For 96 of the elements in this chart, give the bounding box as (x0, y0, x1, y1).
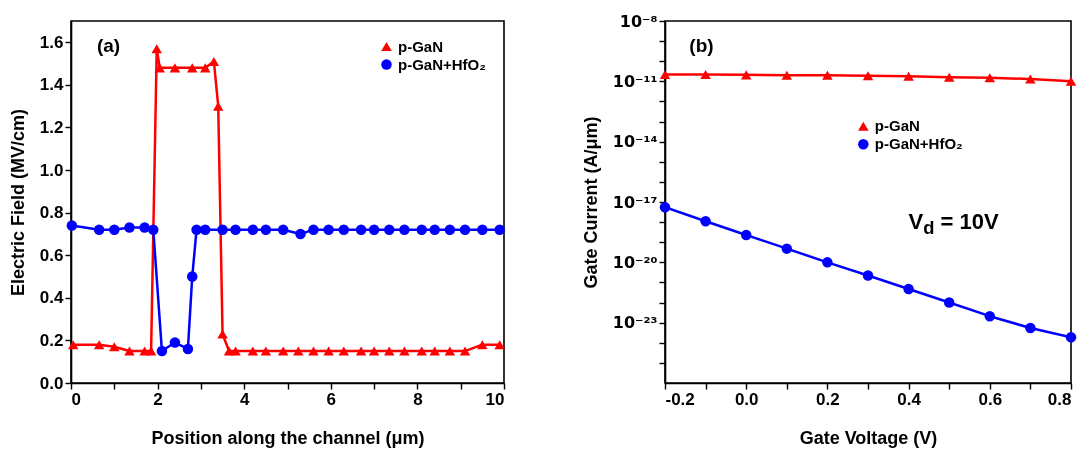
annotation: (b) (689, 35, 714, 58)
point (169, 63, 181, 73)
point (384, 346, 395, 356)
point (124, 222, 135, 233)
point (169, 337, 181, 348)
y-tick-label: 10⁻²³ (612, 313, 658, 333)
point (154, 63, 166, 73)
y-tick-label: 10⁻¹⁴ (612, 132, 658, 152)
y-tick-label: 0.8 (39, 203, 64, 223)
point (477, 224, 488, 235)
point (355, 224, 367, 235)
point (109, 224, 120, 235)
point (199, 63, 211, 73)
point (93, 340, 105, 350)
point (217, 224, 228, 235)
point (338, 224, 350, 235)
legend-label: p-GaN (874, 117, 920, 135)
point (260, 224, 272, 235)
point (338, 346, 350, 356)
point (277, 224, 289, 235)
y-tick-label: 10⁻¹⁷ (612, 192, 658, 212)
point (444, 224, 456, 235)
point (124, 346, 135, 356)
y-tick-label: 0.4 (39, 288, 65, 308)
x-tick-label: 0.8 (1047, 389, 1072, 409)
point (66, 220, 78, 231)
y-axis-title: Electric Field (MV/cm) (7, 108, 28, 297)
y-axis-title: Gate Current (A/μm) (580, 116, 601, 289)
x-tick-label: -0.2 (665, 389, 695, 409)
point (323, 346, 334, 356)
point (191, 224, 202, 235)
y-tick-label: 10⁻⁸ (619, 11, 658, 31)
point (151, 44, 162, 54)
point (308, 346, 319, 356)
point (477, 340, 488, 350)
annotation: (a) (96, 35, 121, 58)
point (293, 346, 304, 356)
x-tick-label: 2 (153, 389, 163, 409)
point (384, 224, 395, 235)
legend-label: p-GaN+HfO₂ (874, 135, 963, 153)
point (459, 346, 471, 356)
y-tick-label: 1.2 (39, 117, 64, 137)
point (444, 346, 456, 356)
x-tick-label: 0 (71, 389, 81, 409)
point (187, 271, 198, 282)
point (187, 63, 198, 73)
x-tick-label: 8 (413, 389, 423, 409)
point (156, 345, 168, 357)
point (247, 224, 259, 235)
legend-label: p-GaN+HfO₂ (398, 55, 486, 73)
x-tick-label: 4 (239, 389, 250, 409)
point (494, 224, 505, 235)
y-tick-label: 0.2 (39, 330, 64, 350)
point (308, 224, 319, 235)
point (295, 228, 306, 240)
point (277, 346, 289, 356)
x-tick-label: 10 (485, 389, 505, 409)
point (355, 346, 367, 356)
y-tick-label: 1.4 (39, 75, 65, 95)
y-tick-label: 10⁻²⁰ (612, 252, 658, 272)
y-tick-label: 1.0 (39, 160, 64, 180)
point (148, 224, 159, 235)
point (429, 224, 440, 235)
point (93, 224, 105, 235)
point (368, 346, 380, 356)
point (230, 346, 241, 356)
point (247, 346, 259, 356)
x-axis-title: Position along the channel (μm) (151, 427, 425, 448)
point (139, 222, 150, 233)
point (230, 224, 241, 235)
point (399, 224, 410, 235)
point (368, 224, 380, 235)
x-tick-label: 0.4 (897, 389, 922, 409)
x-tick-label: 0.0 (734, 389, 759, 409)
x-axis-title: Gate Voltage (V) (799, 427, 938, 448)
point (109, 342, 120, 352)
point (67, 340, 79, 350)
point (399, 346, 410, 356)
annotation: V$_{d}$ = 10V (908, 209, 999, 240)
x-tick-label: 0.2 (816, 389, 840, 409)
point (260, 346, 272, 356)
y-tick-label: 1.6 (39, 32, 64, 52)
y-tick-label: 0.6 (39, 245, 64, 265)
y-tick-label: 0.0 (39, 373, 64, 393)
y-tick-label: 10⁻¹¹ (612, 71, 658, 91)
point (494, 340, 505, 350)
point (459, 224, 471, 235)
point (429, 346, 440, 356)
point (182, 343, 194, 355)
point (323, 224, 334, 235)
x-tick-label: 6 (326, 389, 337, 409)
legend-label: p-GaN (398, 37, 443, 55)
point (217, 329, 228, 339)
x-tick-label: 0.6 (978, 389, 1003, 409)
point (416, 346, 427, 356)
point (416, 224, 427, 235)
